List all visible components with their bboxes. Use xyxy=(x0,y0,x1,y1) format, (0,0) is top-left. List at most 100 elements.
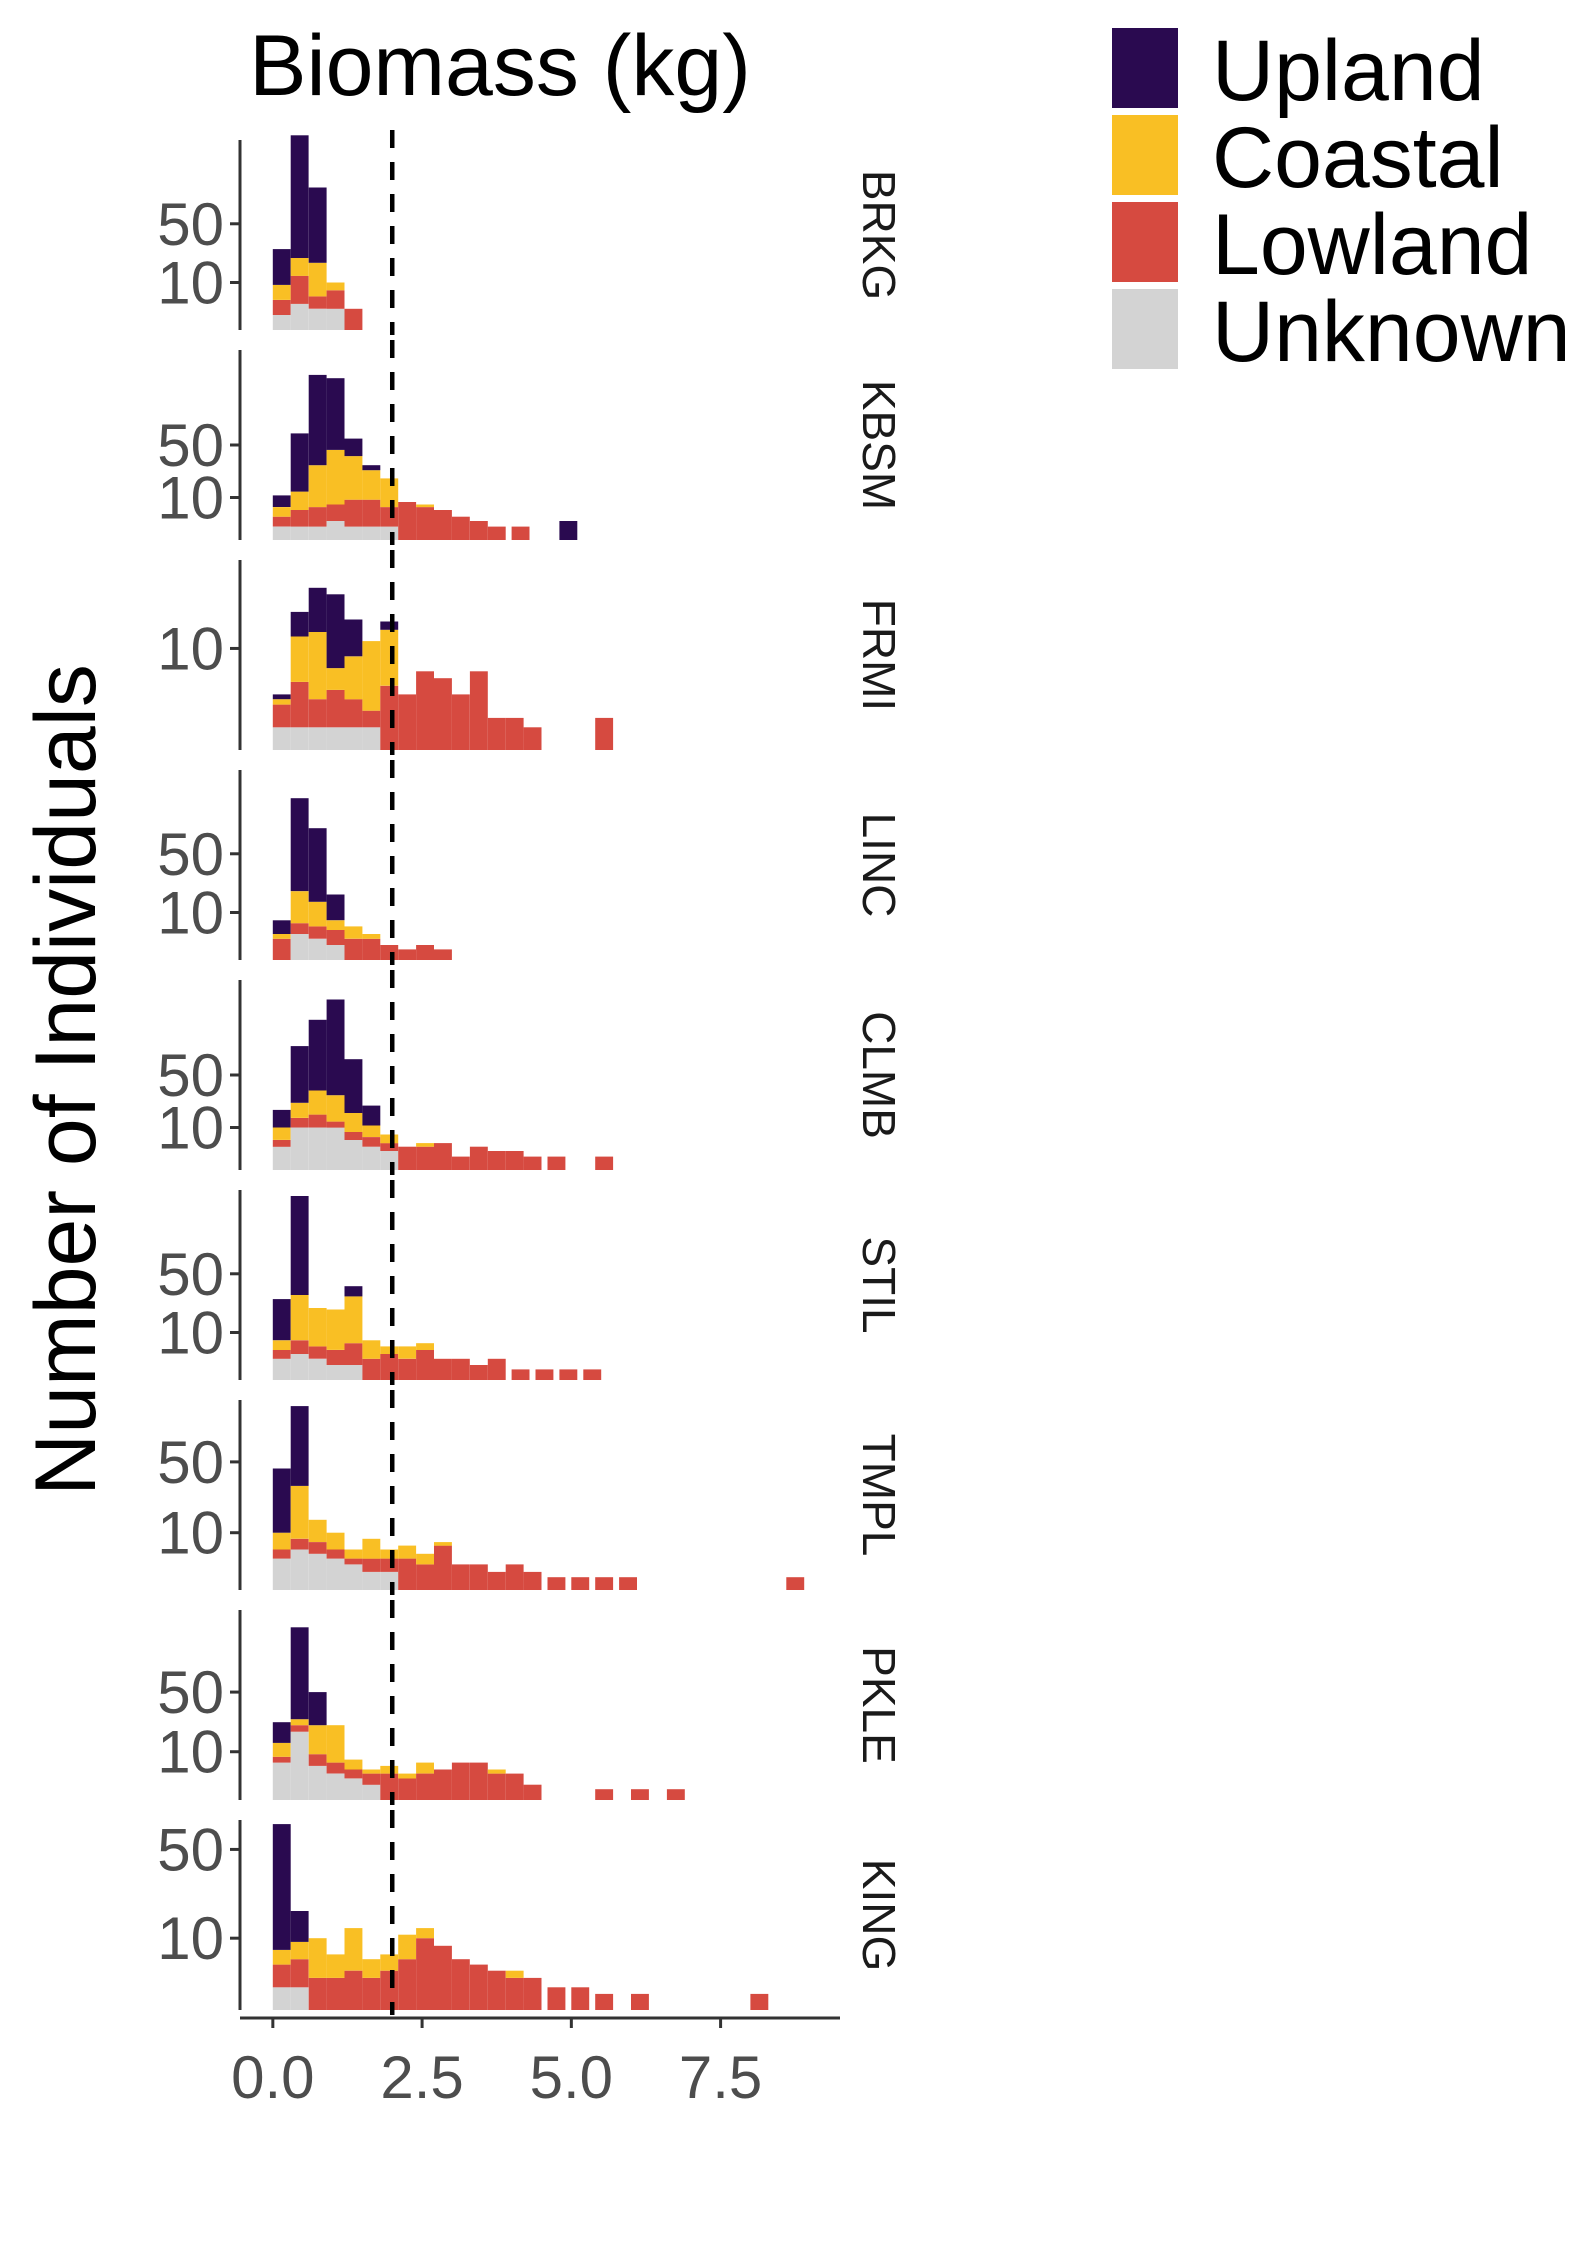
bar-linc-lowland-8 xyxy=(416,945,434,960)
bar-frmi-lowland-0 xyxy=(272,704,291,728)
bar-king-unknown-1 xyxy=(290,1987,309,2010)
bar-linc-unknown-3 xyxy=(326,945,345,960)
bar-brkg-upland-1 xyxy=(290,135,309,258)
bar-brkg-coastal-3 xyxy=(326,282,345,291)
bar-clmb-unknown-0 xyxy=(272,1146,291,1170)
bar-stil-upland-0 xyxy=(272,1299,291,1341)
bar-stil-coastal-3 xyxy=(326,1309,345,1350)
bar-king-lowland-3 xyxy=(326,1977,345,2010)
bar-king-lowland-2 xyxy=(308,1977,327,2010)
bar-tmpl-coastal-2 xyxy=(308,1519,327,1542)
bar-frmi-upland-4 xyxy=(344,619,363,657)
bar-stil-coastal-4 xyxy=(344,1296,363,1344)
facet-panel-king: 10 50 KING xyxy=(157,1810,905,2015)
bar-stil-unknown-4 xyxy=(344,1365,363,1380)
bar-king-lowland-9 xyxy=(434,1945,452,2010)
bar-brkg-coastal-2 xyxy=(308,262,327,297)
bar-tmpl-lowland-13 xyxy=(505,1564,524,1590)
bar-pkle-unknown-1 xyxy=(290,1731,309,1800)
bar-pkle-lowland-2 xyxy=(308,1754,327,1766)
y-axis-title: Number of Individuals xyxy=(18,664,114,1496)
bar-pkle-unknown-3 xyxy=(326,1773,345,1800)
bar-kbsm-lowland-1 xyxy=(290,510,309,527)
bar-clmb-lowland-7 xyxy=(398,1146,417,1170)
bar-tmpl-lowland-5 xyxy=(362,1558,381,1572)
bar-frmi-unknown-5 xyxy=(362,727,381,750)
bar-pkle-lowland-4 xyxy=(344,1769,363,1779)
x-tick-label: 7.5 xyxy=(679,2044,762,2111)
bar-kbsm-upland-3 xyxy=(326,378,345,450)
y-tick-label: 10 xyxy=(157,1500,224,1567)
bar-king-upland-0 xyxy=(272,1824,291,1950)
bar-clmb-unknown-3 xyxy=(326,1127,345,1170)
bar-frmi-lowland-2 xyxy=(308,699,327,728)
y-tick-label: 10 xyxy=(157,1719,224,1786)
bar-brkg-unknown-1 xyxy=(290,304,309,330)
bar-stil-lowland-16 xyxy=(583,1369,602,1380)
bar-stil-lowland-0 xyxy=(272,1350,291,1359)
bar-tmpl-lowland-9 xyxy=(434,1545,452,1590)
bar-frmi-coastal-0 xyxy=(272,699,291,705)
bar-frmi-coastal-3 xyxy=(326,668,345,690)
bar-king-lowland-15 xyxy=(547,1987,566,2010)
bar-stil-lowland-12 xyxy=(487,1358,506,1380)
bar-tmpl-lowland-7 xyxy=(398,1558,417,1590)
bar-tmpl-unknown-0 xyxy=(272,1558,291,1590)
bar-brkg-unknown-0 xyxy=(272,315,291,330)
legend-swatch-upland xyxy=(1112,28,1178,108)
y-tick-label: 10 xyxy=(157,465,224,532)
bar-pkle-coastal-7 xyxy=(398,1773,417,1779)
bar-linc-coastal-3 xyxy=(326,920,345,930)
legend-swatch-lowland xyxy=(1112,202,1178,282)
bar-king-coastal-13 xyxy=(505,1970,524,1978)
bar-frmi-lowland-13 xyxy=(505,717,524,750)
bar-linc-lowland-5 xyxy=(362,938,381,960)
bar-pkle-upland-0 xyxy=(272,1722,291,1743)
facet-label: STIL xyxy=(853,1236,905,1333)
bar-kbsm-lowland-12 xyxy=(487,526,506,540)
bar-frmi-lowland-6 xyxy=(380,685,399,750)
y-tick-label: 50 xyxy=(157,1042,224,1109)
bar-linc-lowland-0 xyxy=(272,938,291,960)
bar-stil-upland-4 xyxy=(344,1286,363,1297)
bar-stil-lowland-8 xyxy=(416,1350,434,1380)
bar-kbsm-lowland-9 xyxy=(434,510,452,540)
bar-linc-unknown-2 xyxy=(308,938,327,960)
bar-frmi-lowland-4 xyxy=(344,699,363,728)
bar-kbsm-unknown-3 xyxy=(326,521,345,540)
bar-stil-lowland-11 xyxy=(469,1365,488,1380)
bar-stil-lowland-3 xyxy=(326,1350,345,1365)
bar-tmpl-lowland-15 xyxy=(547,1577,566,1590)
bar-frmi-lowland-3 xyxy=(326,689,345,728)
bar-linc-lowland-1 xyxy=(290,923,309,934)
bar-tmpl-lowland-11 xyxy=(469,1564,488,1590)
bar-king-lowland-7 xyxy=(398,1959,417,2010)
bar-king-coastal-7 xyxy=(398,1934,417,1960)
bar-king-lowland-11 xyxy=(469,1964,488,2010)
bar-pkle-unknown-2 xyxy=(308,1765,327,1800)
bar-king-lowland-4 xyxy=(344,1970,363,2010)
bar-clmb-lowland-16 xyxy=(595,1156,614,1170)
bar-clmb-lowland-8 xyxy=(416,1146,434,1170)
bar-king-lowland-10 xyxy=(451,1959,470,2010)
bar-tmpl-lowland-6 xyxy=(380,1558,399,1572)
bar-king-lowland-1 xyxy=(290,1959,309,1988)
bar-stil-coastal-7 xyxy=(398,1346,417,1359)
bar-pkle-lowland-9 xyxy=(434,1769,452,1800)
bar-clmb-lowland-2 xyxy=(308,1114,327,1128)
bar-clmb-lowland-9 xyxy=(434,1143,452,1170)
bar-pkle-coastal-6 xyxy=(380,1765,399,1774)
bar-clmb-upland-3 xyxy=(326,999,345,1096)
bar-stil-coastal-2 xyxy=(308,1308,327,1347)
bar-frmi-lowland-7 xyxy=(398,694,417,750)
bar-stil-lowland-2 xyxy=(308,1346,327,1359)
bar-frmi-lowland-1 xyxy=(290,681,309,728)
bar-clmb-lowland-1 xyxy=(290,1118,309,1128)
bar-clmb-lowland-11 xyxy=(469,1146,488,1170)
bar-tmpl-lowland-1 xyxy=(290,1538,309,1550)
x-axis: 0.0 2.5 5.0 7.5 xyxy=(231,2016,840,2111)
bar-linc-lowland-2 xyxy=(308,926,327,939)
